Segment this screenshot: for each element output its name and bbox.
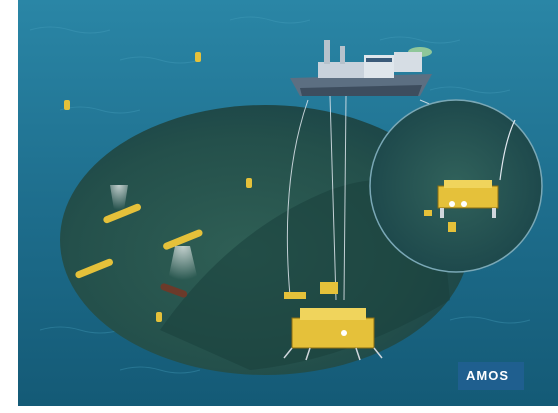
wave-texture <box>29 16 531 374</box>
rov-zoom-inset <box>369 99 543 273</box>
research-vessel-icon <box>290 40 432 96</box>
buoy-icon <box>64 52 252 322</box>
auv-icon <box>103 185 141 224</box>
auv-icon <box>163 229 203 280</box>
amos-logo: AMOS <box>466 368 509 383</box>
auv-icon <box>75 258 113 279</box>
auv-icon <box>160 283 188 298</box>
seabed-ridge <box>160 179 450 370</box>
rov-icon <box>424 180 499 232</box>
seabed-station-icon <box>283 282 383 361</box>
logo-box <box>458 362 524 390</box>
